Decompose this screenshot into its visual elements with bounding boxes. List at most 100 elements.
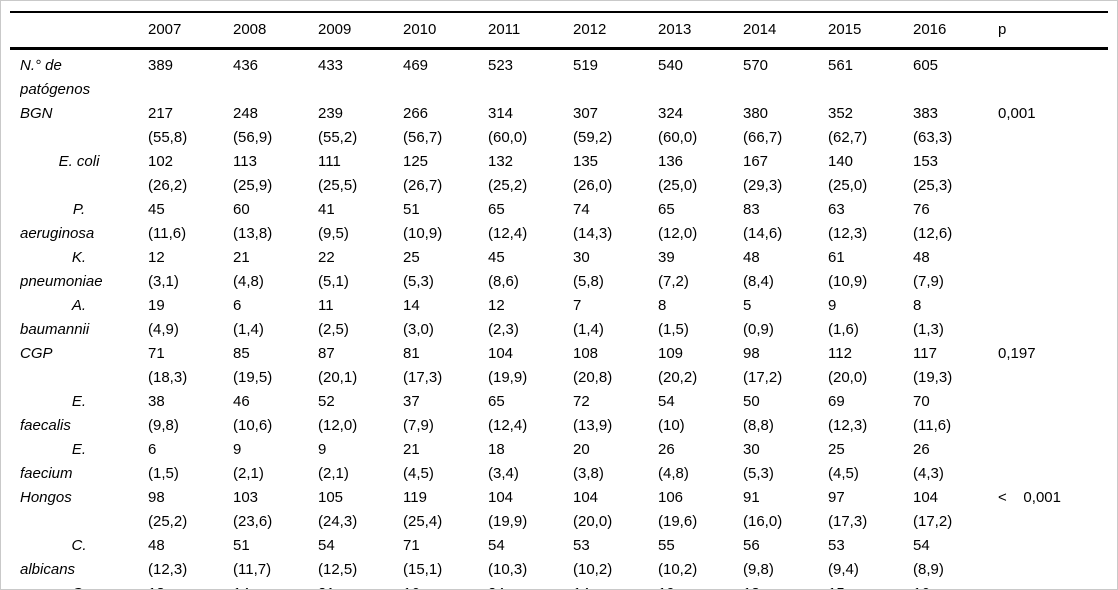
percent-value: (0,9): [743, 321, 774, 338]
value-cell: 50 (8,8): [743, 390, 828, 438]
value-cell: 54 (10,3): [488, 534, 573, 582]
value-cell: 21 (4,5): [403, 438, 488, 486]
count-value: 5: [743, 297, 752, 314]
value-cell: 5 (0,9): [743, 294, 828, 342]
percent-value: (17,3): [403, 369, 443, 386]
percent-value: (14,6): [743, 225, 783, 242]
table-row-a-baumannii: A. baumannii 19 (4,9) 6 (1,4) 11 (2,5) 14 (3,0) 12…: [10, 294, 1108, 342]
percent-value: (9,4): [828, 561, 859, 578]
percent-value: (2,5): [318, 321, 349, 338]
count-value: 97: [828, 489, 845, 506]
count-value: 54: [658, 393, 675, 410]
year-column-header: 2007: [148, 12, 233, 50]
count-value: 48: [913, 249, 930, 266]
value-cell: 65 (12,4): [488, 390, 573, 438]
percent-value: (25,3): [913, 177, 953, 194]
percent-value: (19,9): [488, 513, 528, 530]
percent-value: (26,0): [573, 177, 613, 194]
count-value: 85: [233, 345, 250, 362]
p-value: [998, 390, 1108, 414]
count-value: 48: [743, 249, 760, 266]
value-cell: 65 (12,4): [488, 198, 573, 246]
value-cell: 74 (14,3): [573, 198, 658, 246]
count-value: 108: [573, 345, 599, 362]
count-value: 11: [318, 297, 334, 314]
percent-value: [488, 78, 573, 102]
row-label-p-aeruginosa: P. aeruginosa: [10, 198, 148, 246]
count-value: 69: [828, 393, 845, 410]
count-value: 70: [913, 393, 930, 410]
count-value: 25: [828, 441, 845, 458]
value-cell: 436: [233, 49, 318, 103]
p-value: [998, 534, 1108, 558]
row-label-line1: P.: [72, 201, 86, 218]
value-cell: 136 (25,0): [658, 150, 743, 198]
row-label-cgp: CGP: [10, 342, 148, 390]
percent-value: (10,2): [573, 561, 613, 578]
count-value: 63: [828, 201, 845, 218]
percent-value: (2,1): [233, 465, 264, 482]
percent-value: [573, 78, 658, 102]
value-cell: 389: [148, 49, 233, 103]
row-label-e-faecalis: E. faecalis: [10, 390, 148, 438]
p-value-cell: [998, 390, 1108, 438]
value-cell: 135 (26,0): [573, 150, 658, 198]
count-value: 104: [573, 489, 599, 506]
percent-value: (8,8): [743, 417, 774, 434]
count-value: 61: [828, 249, 845, 266]
value-cell: 37 (7,9): [403, 390, 488, 438]
percent-value: (13,8): [233, 225, 273, 242]
row-label-e-coli: E. coli: [10, 150, 148, 198]
count-value: 18: [743, 582, 828, 589]
table-row-bgn: BGN 217 (55,8) 248 (56,9) 239 (55,2) 266 (56,7) 3…: [10, 102, 1108, 150]
count-value: 104: [913, 489, 939, 506]
count-value: 307: [573, 105, 599, 122]
count-value: 570: [743, 57, 769, 74]
value-cell: 14 (3,0): [403, 294, 488, 342]
count-value: 21: [403, 441, 420, 458]
count-value: 125: [403, 153, 429, 170]
percent-value: [913, 78, 998, 102]
percent-value: (4,9): [148, 321, 179, 338]
percent-value: (11,6): [913, 417, 952, 434]
percent-value: (10,9): [403, 225, 443, 242]
row-label-line1: K.: [71, 249, 87, 266]
percent-value: (11,7): [233, 561, 272, 578]
percent-value: (25,0): [828, 177, 868, 194]
label-column-header: [10, 12, 148, 50]
value-cell: 104 (17,2): [913, 486, 998, 534]
percent-value: (19,9): [488, 369, 528, 386]
count-value: 8: [913, 297, 922, 314]
value-cell: 433: [318, 49, 403, 103]
count-value: 19: [658, 582, 743, 589]
count-value: 132: [488, 153, 514, 170]
row-label-k-pneumoniae: K. pneumoniae: [10, 246, 148, 294]
value-cell: 53 (10,2): [573, 534, 658, 582]
value-cell: 83 (14,6): [743, 198, 828, 246]
count-value: 54: [913, 537, 930, 554]
year-column-header: 2014: [743, 12, 828, 50]
row-label-line2: [20, 174, 138, 198]
count-value: 106: [658, 489, 684, 506]
value-cell: 98 (25,2): [148, 486, 233, 534]
percent-value: [828, 78, 913, 102]
value-cell: 48 (12,3): [148, 534, 233, 582]
value-cell: 605: [913, 49, 998, 103]
percent-value: (12,3): [828, 417, 868, 434]
value-cell: 39 (7,2): [658, 246, 743, 294]
percent-value: (12,4): [488, 417, 528, 434]
value-cell: 63 (12,3): [828, 198, 913, 246]
row-label-a-baumannii: A. baumannii: [10, 294, 148, 342]
percent-value: (13,9): [573, 417, 613, 434]
value-cell: 561: [828, 49, 913, 103]
count-value: 22: [318, 249, 335, 266]
percent-value: [403, 78, 488, 102]
p-value-cell: [998, 150, 1108, 198]
count-value: 71: [148, 345, 165, 362]
value-cell: 52 (12,0): [318, 390, 403, 438]
row-label-n-patogenos: N.° de patógenos: [10, 49, 148, 103]
percent-value: (62,7): [828, 129, 868, 146]
count-value: 60: [233, 201, 250, 218]
percent-value: (12,3): [148, 561, 188, 578]
